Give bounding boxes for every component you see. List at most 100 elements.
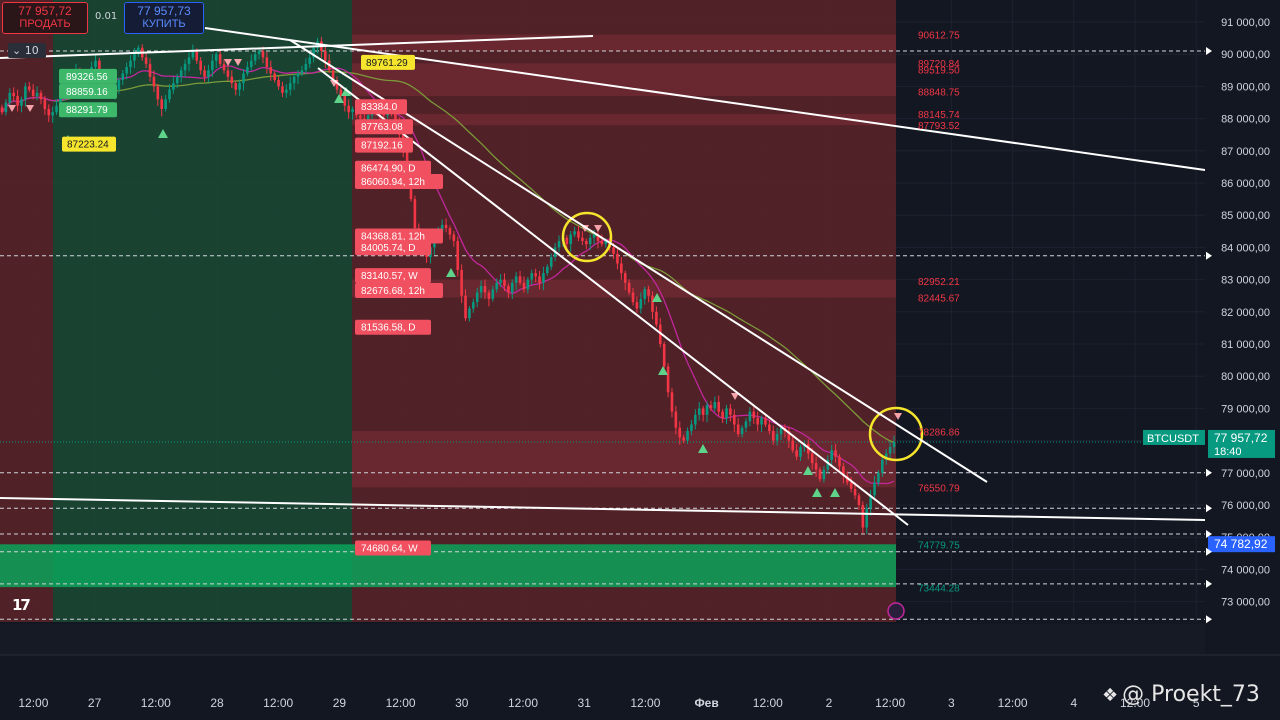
candle-body	[713, 401, 717, 409]
candle-body	[444, 224, 448, 229]
level-tag-bg	[59, 102, 117, 118]
candle-body	[748, 411, 752, 422]
candle-body	[507, 286, 510, 293]
candle-body	[842, 466, 845, 477]
candle-body	[475, 292, 479, 303]
candle-body	[565, 237, 569, 245]
candle-body	[526, 279, 530, 290]
level-price-label: 88848.75	[918, 87, 960, 98]
trendline[interactable]	[0, 35, 594, 59]
candle-body	[483, 286, 487, 293]
trendline[interactable]	[317, 67, 909, 526]
candle-body	[31, 89, 35, 97]
time-tick-label: 29	[333, 696, 347, 710]
candle-body	[725, 408, 728, 419]
candle-body	[24, 86, 27, 100]
candle-body	[394, 112, 397, 122]
candle-body	[27, 86, 31, 90]
trendline[interactable]	[204, 27, 1206, 171]
sell-signal-triangle	[894, 413, 902, 420]
level-price-label: 88145.74	[918, 110, 960, 121]
candle-body	[573, 231, 576, 235]
candle-body	[697, 408, 701, 415]
candle-body	[721, 411, 724, 419]
sell-signal-triangle	[731, 393, 739, 400]
time-tick-label: 27	[88, 696, 102, 710]
last-price-text: 77 957,72	[1214, 431, 1268, 445]
price-tick-label: 88 000,00	[1221, 114, 1270, 126]
price-tick-label: 87 000,00	[1221, 146, 1270, 158]
price-tick-label: 73 000,00	[1221, 597, 1270, 609]
time-axis[interactable]: 12:00 27 12:00 28 12:00 29 12:00 30 12:00 31 12:00…	[0, 654, 1280, 720]
candle-body	[631, 292, 635, 303]
candle-body	[199, 60, 202, 71]
sell-signal-triangle	[234, 59, 242, 66]
sell-signal-triangle	[594, 225, 602, 232]
level-tag-bg	[62, 136, 116, 152]
crosshair-price-badge	[1208, 536, 1275, 553]
candle-body	[0, 107, 4, 113]
time-tick-label: 12:00	[875, 696, 905, 710]
candle-body	[491, 289, 495, 299]
candle-body	[351, 108, 354, 113]
candle-body	[179, 70, 183, 77]
time-tick-label: 30	[455, 696, 469, 710]
lower-pane	[0, 624, 1205, 654]
candle-body	[717, 401, 721, 412]
candle-body	[460, 269, 463, 296]
level-tag-bg	[355, 137, 413, 153]
level-price-label: 90612.75	[918, 30, 960, 41]
candle-body	[616, 253, 619, 264]
buy-signal-triangle	[658, 366, 668, 375]
symbol-badge	[1143, 429, 1205, 445]
price-zones	[0, 0, 896, 622]
candle-body	[760, 418, 763, 425]
level-tag-text: 86060.94, 12h	[361, 177, 425, 188]
candle-body	[281, 86, 284, 93]
candle-body	[838, 456, 841, 467]
level-tag-text: 88291.79	[66, 105, 108, 116]
candle-body	[359, 115, 362, 119]
price-tick-label: 85 000,00	[1221, 210, 1270, 222]
interval-selector[interactable]: ⌄ 10	[8, 43, 46, 58]
candle-body	[43, 99, 47, 109]
buy-signal-triangle	[830, 488, 840, 497]
candle-body	[203, 70, 206, 77]
candle-body	[818, 469, 822, 480]
buy-signal-triangle	[341, 87, 351, 96]
candle-body	[557, 240, 561, 248]
candle-body	[522, 282, 526, 290]
candle-body	[148, 63, 152, 77]
level-tag-bg	[355, 240, 431, 256]
ma-slow-line	[1, 70, 895, 444]
highlight-circle	[868, 406, 924, 462]
candle-body	[849, 482, 853, 489]
buy-signal-triangle	[158, 129, 168, 138]
time-tick-label: 12:00	[18, 696, 48, 710]
price-axis[interactable]: 91 000,00 90 000,00 89 000,00 88 000,00 87 0…	[1143, 0, 1280, 720]
candle-body	[752, 411, 756, 419]
candle-body	[468, 308, 471, 319]
level-tag-text: 87223.24	[67, 140, 109, 151]
candle-body	[861, 505, 865, 528]
candle-body	[296, 73, 300, 77]
level-price-label: 89720.84	[918, 59, 960, 70]
candle-body	[269, 67, 273, 74]
level-tag-text: 87192.16	[361, 141, 403, 152]
trendline[interactable]	[0, 497, 1206, 521]
candle-body	[257, 50, 261, 55]
candle-body	[546, 266, 549, 274]
candle-body	[4, 102, 8, 113]
sell-button[interactable]: 77 957,72 ПРОДАТЬ	[2, 2, 88, 34]
candle-body	[133, 54, 136, 61]
candle-body	[164, 99, 167, 109]
sell-signal-triangle	[224, 59, 232, 66]
candle-body	[440, 224, 444, 232]
sell-label: ПРОДАТЬ	[19, 18, 71, 30]
time-tick-label: 12:00	[630, 696, 660, 710]
candle-body	[810, 453, 814, 464]
buy-button[interactable]: 77 957,73 КУПИТЬ	[124, 2, 204, 34]
highlight-circle	[561, 211, 613, 263]
time-tick-label: 3	[948, 696, 955, 710]
